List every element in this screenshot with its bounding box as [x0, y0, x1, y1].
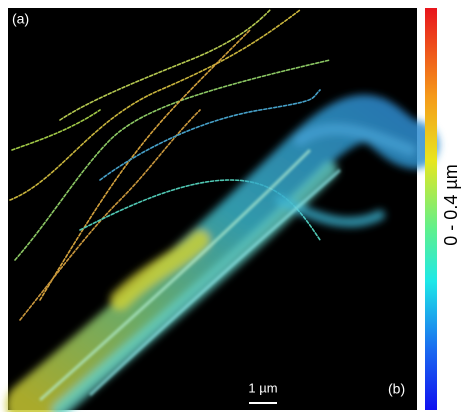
- figure: (a) (b) 1 µm 0 - 0.4 µm: [0, 0, 468, 412]
- scale-bar-label: 1 µm: [248, 380, 277, 395]
- colorbar: [425, 8, 437, 410]
- panel-label-b: (b): [388, 381, 405, 397]
- colorbar-label: 0 - 0.4 µm: [441, 164, 461, 245]
- panel-label-a: (a): [12, 11, 29, 27]
